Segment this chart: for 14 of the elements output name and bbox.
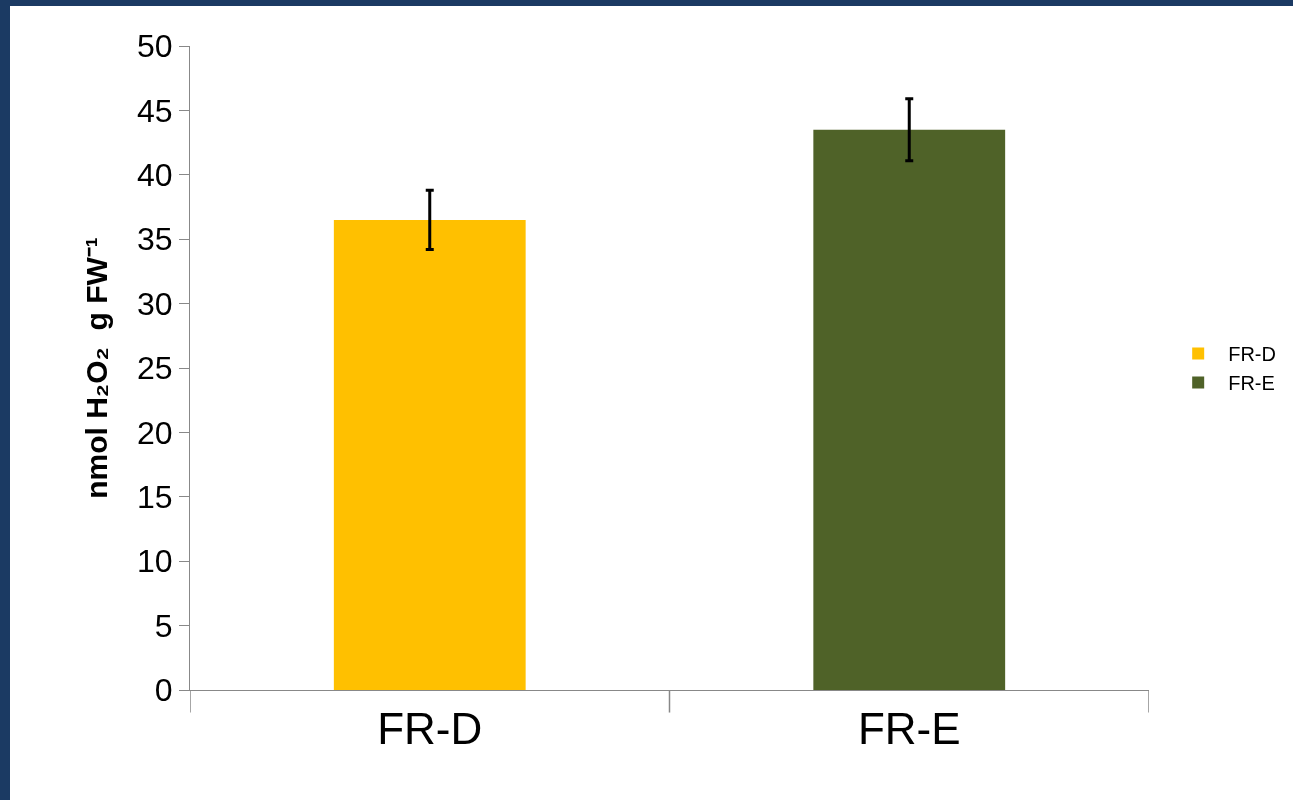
y-tick-label: 50 bbox=[137, 28, 173, 65]
y-tick-label: 25 bbox=[137, 350, 173, 387]
y-tick-label: 10 bbox=[137, 543, 173, 580]
y-axis-title: nmol H₂O₂ g FW⁻¹ bbox=[80, 237, 114, 499]
y-tick-label: 0 bbox=[154, 672, 173, 709]
y-tick-label: 35 bbox=[137, 221, 173, 258]
y-tick-label: 15 bbox=[137, 479, 173, 515]
legend-label: FR-D bbox=[1228, 343, 1276, 366]
legend-label: FR-E bbox=[1228, 372, 1275, 395]
y-tick-label: 20 bbox=[137, 414, 173, 451]
y-tick-label: 45 bbox=[137, 92, 173, 129]
y-tick-label: 5 bbox=[154, 607, 173, 644]
y-tick-label: 40 bbox=[137, 157, 173, 193]
y-tick-label: 30 bbox=[137, 285, 173, 322]
